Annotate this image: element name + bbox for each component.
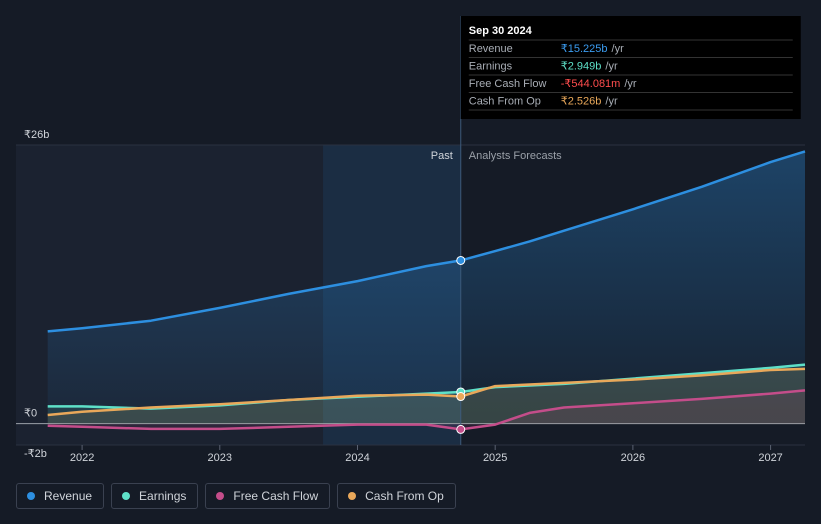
x-tick-label: 2027: [758, 452, 782, 464]
tooltip: Sep 30 2024 Revenue ₹15.225b/yr Earnings ₹2.…: [460, 16, 801, 119]
series-area: [47, 390, 805, 430]
tooltip-value: ₹15.225b/yr: [561, 43, 624, 55]
tooltip-value-number: -₹544.081m: [561, 78, 621, 90]
x-tick-label: 2025: [483, 452, 507, 464]
legend-label: Revenue: [44, 489, 93, 503]
legend: Revenue Earnings Free Cash Flow Cash From O…: [16, 483, 456, 509]
legend-swatch: [216, 492, 225, 500]
tooltip-label: Revenue: [469, 43, 513, 55]
legend-item[interactable]: Revenue: [16, 483, 105, 509]
tooltip-value-number: ₹2.526b: [561, 95, 602, 107]
legend-label: Free Cash Flow: [233, 489, 319, 503]
tooltip-value: ₹2.526b/yr: [561, 95, 618, 107]
legend-swatch: [27, 492, 35, 500]
legend-label: Earnings: [139, 489, 187, 503]
tooltip-unit: /yr: [605, 95, 618, 107]
y-tick-label: ₹0: [24, 407, 37, 419]
tooltip-value-number: ₹2.949b: [561, 60, 602, 72]
chart: -₹2b ₹0 ₹26b 2022 2023 2024 2025 2026 2027 Past An…: [16, 16, 806, 464]
legend-item[interactable]: Cash From Op: [337, 483, 456, 509]
hover-dot: [456, 255, 466, 265]
tooltip-box: [460, 16, 801, 119]
tooltip-label: Free Cash Flow: [469, 78, 547, 90]
y-tick-label: -₹2b: [24, 448, 47, 460]
legend-label: Cash From Op: [365, 489, 444, 503]
y-tick-label: ₹26b: [24, 129, 49, 141]
tooltip-date: Sep 30 2024: [469, 25, 533, 37]
legend-item[interactable]: Earnings: [111, 483, 199, 509]
series-area: [47, 151, 805, 424]
forecast-label: Analysts Forecasts: [469, 150, 562, 162]
x-tick-label: 2023: [208, 452, 232, 464]
series-area: [47, 368, 805, 424]
x-tick-label: 2026: [621, 452, 645, 464]
hover-dot: [456, 424, 466, 434]
legend-swatch: [122, 492, 131, 500]
legend-item[interactable]: Free Cash Flow: [205, 483, 331, 509]
tooltip-value-number: ₹15.225b: [561, 43, 608, 55]
hover-dot: [456, 392, 466, 402]
legend-swatch: [348, 492, 357, 500]
tooltip-unit: /yr: [612, 43, 625, 55]
past-label: Past: [431, 150, 453, 162]
tooltip-value: ₹2.949b/yr: [561, 60, 618, 72]
tooltip-value: -₹544.081m/yr: [561, 78, 637, 90]
tooltip-label: Earnings: [469, 60, 513, 72]
x-tick-label: 2024: [345, 452, 369, 464]
x-tick-label: 2022: [70, 452, 94, 464]
tooltip-unit: /yr: [624, 78, 637, 90]
tooltip-unit: /yr: [605, 60, 618, 72]
tooltip-label: Cash From Op: [469, 95, 541, 107]
